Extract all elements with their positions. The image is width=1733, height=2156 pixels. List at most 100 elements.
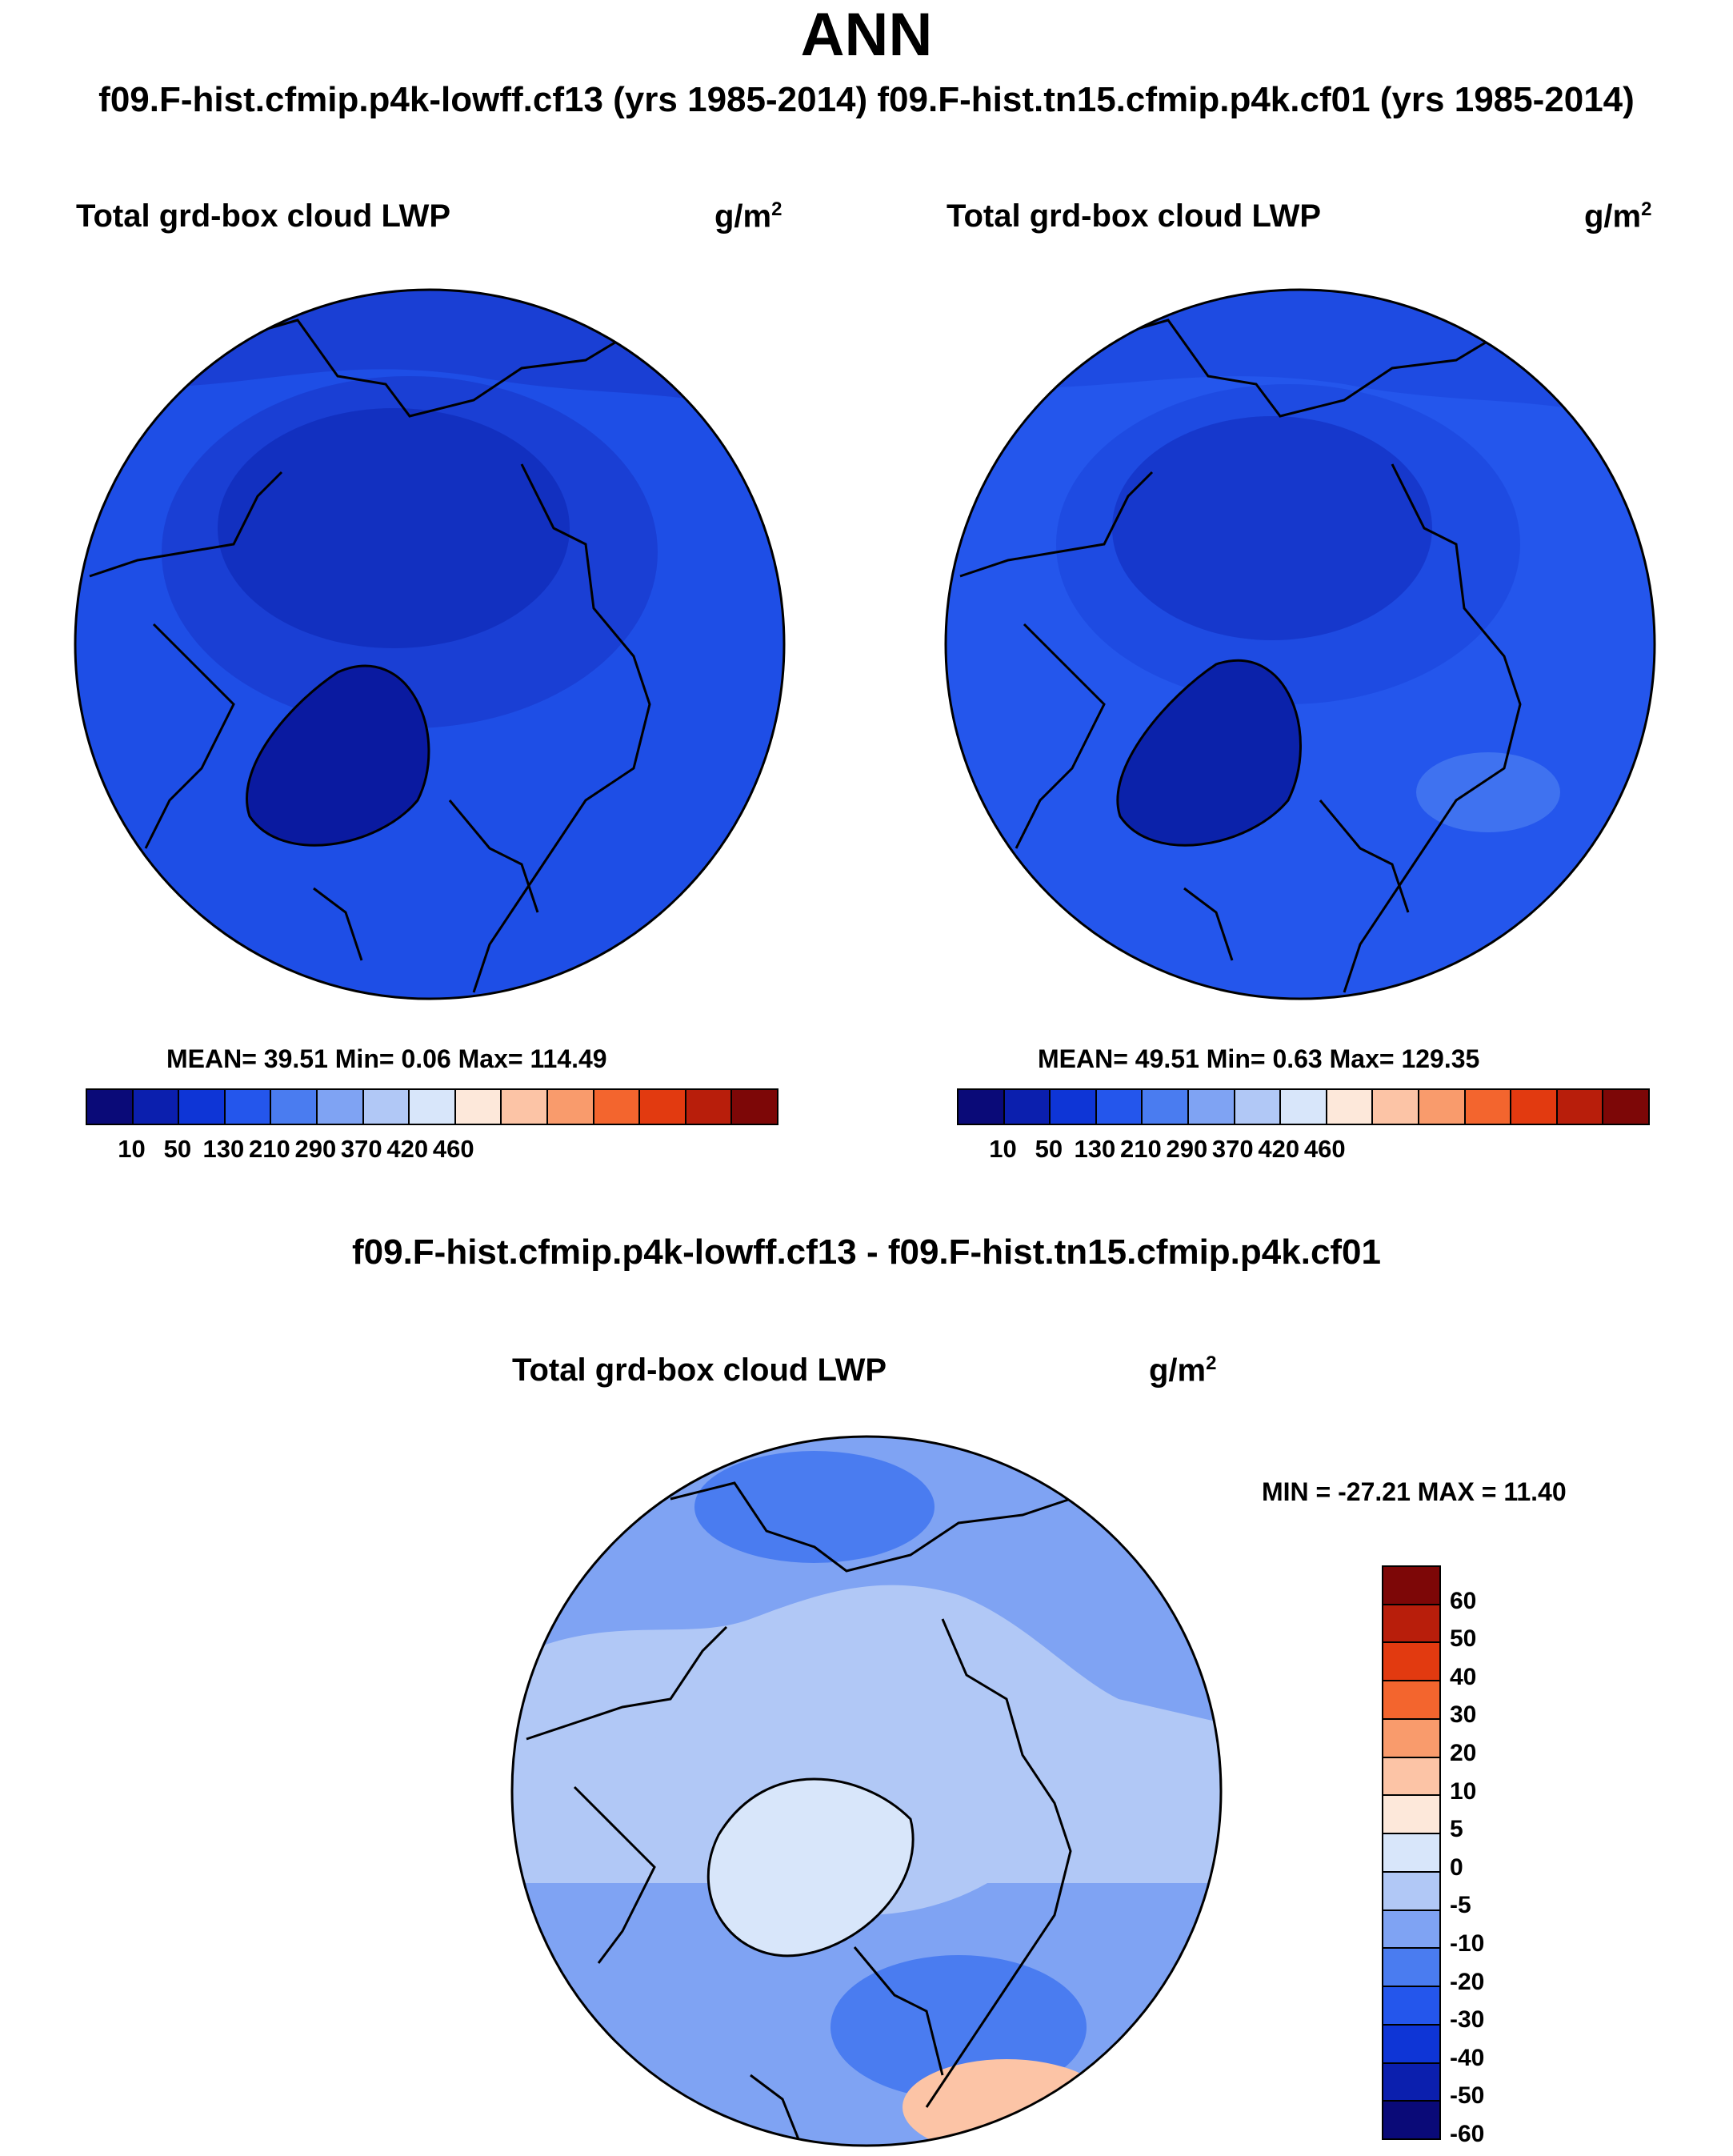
colorbar-box: [1383, 1605, 1439, 1644]
colorbar-label: 10: [118, 1135, 146, 1163]
colorbar-label: -10: [1450, 1930, 1485, 1957]
colorbar-box: [1383, 2102, 1439, 2139]
right-coastline-america: [959, 471, 1154, 849]
left-variable-title: Total grd-box cloud LWP: [76, 198, 451, 234]
right-coastline-asia: [1111, 319, 1522, 993]
colorbar-box: [1383, 1796, 1439, 1835]
colorbar-box: [1188, 1090, 1235, 1124]
colorbar-label: 130: [1074, 1135, 1116, 1163]
colorbar-label: -5: [1450, 1892, 1471, 1919]
colorbar-box: [1419, 1090, 1466, 1124]
colorbar-label: -40: [1450, 2044, 1485, 2071]
colorbar-label: 210: [1119, 1135, 1162, 1163]
colorbar-box: [363, 1090, 410, 1124]
colorbar-box: [1465, 1090, 1512, 1124]
left-coastline-europe: [313, 799, 539, 961]
colorbar-label: 5: [1450, 1816, 1463, 1843]
colorbar-label: 40: [1450, 1663, 1477, 1690]
colorbar-label: -30: [1450, 2006, 1485, 2034]
colorbar-box: [547, 1090, 594, 1124]
right-coastline-europe: [1183, 799, 1410, 961]
case-names-line: f09.F-hist.cfmip.p4k-lowff.cf13 (yrs 198…: [98, 80, 1635, 119]
colorbar-box: [594, 1090, 641, 1124]
diff-units: g/m2: [1149, 1353, 1217, 1389]
colorbar-label: 130: [202, 1135, 245, 1163]
colorbar-label: 0: [1450, 1853, 1463, 1881]
colorbar-box: [1327, 1090, 1374, 1124]
colorbar-box: [640, 1090, 686, 1124]
colorbar-label: 50: [1450, 1625, 1477, 1653]
colorbar-box: [1383, 1681, 1439, 1720]
colorbar-box: [502, 1090, 548, 1124]
diff-coastline-greenland: [706, 1777, 915, 1958]
colorbar-box: [1603, 1090, 1648, 1124]
colorbar-box: [133, 1090, 180, 1124]
colorbar-box: [1383, 2025, 1439, 2064]
colorbar-box: [225, 1090, 272, 1124]
diff-variable-title: Total grd-box cloud LWP: [512, 1353, 887, 1388]
diff-coastline-asia: [670, 1481, 1072, 2108]
left-polar-map: [74, 288, 786, 1000]
colorbar-label: 370: [340, 1135, 382, 1163]
diff-colorbar: [1382, 1565, 1441, 2140]
diff-pacific-mid: [694, 1451, 935, 1563]
diff-greenland-pale: [708, 1779, 914, 1956]
colorbar-label: 460: [1303, 1135, 1346, 1163]
colorbar-box: [1235, 1090, 1282, 1124]
left-coastline-greenland: [246, 664, 430, 847]
season-title: ANN: [800, 1, 933, 69]
right-stats: MEAN= 49.51 Min= 0.63 Max= 129.35: [1038, 1044, 1480, 1073]
colorbar-label: 20: [1450, 1740, 1477, 1766]
right-arctic-core: [1112, 416, 1432, 640]
colorbar-label: 290: [1166, 1135, 1208, 1163]
diff-coastline-europe: [750, 1946, 944, 2140]
right-polar-map: [944, 288, 1656, 1000]
colorbar-box: [410, 1090, 456, 1124]
right-colorbar: [957, 1088, 1650, 1125]
colorbar-box: [455, 1090, 502, 1124]
colorbar-box: [1383, 1872, 1439, 1911]
colorbar-label: 420: [1258, 1135, 1300, 1163]
colorbar-label: 10: [1450, 1777, 1477, 1805]
colorbar-label: 50: [163, 1135, 192, 1163]
diff-coastline-america: [526, 1625, 728, 1964]
left-coastline-america: [89, 471, 283, 849]
colorbar-box: [1383, 1910, 1439, 1950]
colorbar-box: [1383, 1643, 1439, 1682]
difference-title: f09.F-hist.cfmip.p4k-lowff.cf13 - f09.F-…: [351, 1232, 1382, 1272]
colorbar-box: [686, 1090, 733, 1124]
colorbar-box: [271, 1090, 318, 1124]
left-stats: MEAN= 39.51 Min= 0.06 Max= 114.49: [166, 1044, 607, 1073]
colorbar-label: 460: [432, 1135, 474, 1163]
right-coastline-greenland: [1116, 659, 1302, 847]
right-greenland-field: [1117, 660, 1301, 846]
colorbar-box: [732, 1090, 777, 1124]
left-units: g/m2: [714, 198, 782, 234]
colorbar-box: [1383, 1567, 1439, 1605]
colorbar-label: 290: [294, 1135, 337, 1163]
colorbar-box: [87, 1090, 134, 1124]
colorbar-label: 30: [1450, 1701, 1477, 1729]
difference-polar-map: [510, 1435, 1223, 2147]
left-arctic-core: [218, 408, 570, 648]
colorbar-box: [1511, 1090, 1558, 1124]
colorbar-box: [1051, 1090, 1097, 1124]
colorbar-box: [1383, 1987, 1439, 2026]
colorbar-box: [1004, 1090, 1051, 1124]
right-variable-title: Total grd-box cloud LWP: [947, 198, 1322, 234]
colorbar-box: [179, 1090, 226, 1124]
colorbar-box: [1383, 1757, 1439, 1797]
colorbar-box: [959, 1090, 1005, 1124]
colorbar-label: 10: [989, 1135, 1017, 1163]
colorbar-label: 370: [1211, 1135, 1254, 1163]
diff-minmax: MIN = -27.21 MAX = 11.40: [1262, 1477, 1567, 1506]
left-colorbar: [86, 1088, 778, 1125]
colorbar-label: -60: [1450, 2121, 1485, 2147]
colorbar-box: [1281, 1090, 1327, 1124]
right-light-patch: [1416, 752, 1560, 832]
colorbar-label: 50: [1035, 1135, 1063, 1163]
colorbar-box: [1373, 1090, 1419, 1124]
colorbar-label: -20: [1450, 1968, 1485, 1995]
colorbar-box: [1143, 1090, 1189, 1124]
colorbar-box: [1383, 1949, 1439, 1988]
